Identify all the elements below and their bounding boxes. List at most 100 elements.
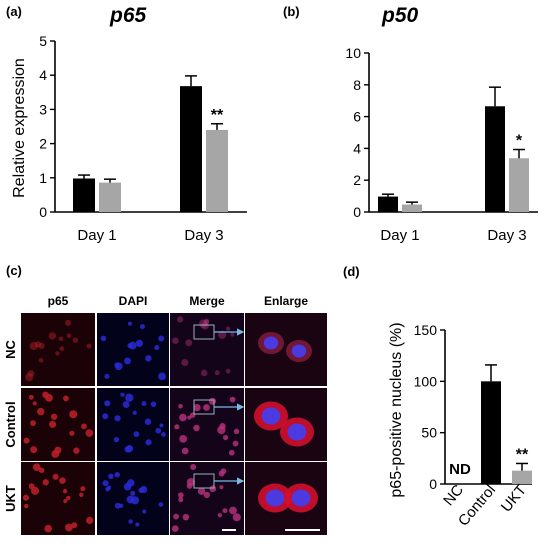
micro-cell	[124, 446, 132, 453]
p65-y-tick-label: 5	[39, 33, 47, 49]
micro-cell	[102, 480, 109, 487]
micro-cell	[125, 393, 134, 402]
micro-cell	[142, 509, 147, 514]
p50-y-tick-label: 0	[353, 204, 361, 220]
p50-y-tick-label: 6	[353, 109, 361, 125]
chart-p65: p65 Relative expression 0 1 2 3 4 5 Day 1 Day 3…	[11, 4, 247, 244]
microscopy-grid: p65 DAPI Merge Enlarge NC Control UKT	[3, 294, 327, 535]
micro-cell	[181, 359, 189, 367]
micro-cell	[126, 495, 135, 504]
micro-cell	[135, 522, 140, 527]
p65-bar	[206, 129, 228, 212]
p65-significance-label: **	[211, 107, 224, 124]
p65-bar	[99, 182, 121, 212]
micro-cell	[178, 492, 184, 499]
micro-cell	[28, 394, 34, 400]
micro-cell	[139, 324, 145, 330]
micro-image-tile	[21, 462, 95, 535]
micro-cell	[104, 373, 110, 379]
micro-cell	[37, 407, 45, 416]
micro-cell	[122, 401, 130, 409]
micro-cell	[155, 427, 162, 434]
micro-cell	[48, 332, 57, 340]
micro-cell	[128, 519, 133, 524]
micro-cell	[85, 429, 94, 437]
micro-cell	[229, 506, 237, 515]
nucleus-y-tick-label: 150	[414, 322, 438, 338]
micro-cell	[55, 351, 60, 356]
micro-cell	[66, 333, 72, 339]
micro-cell	[179, 435, 188, 443]
y-axis-label-p65: Relative expression	[11, 58, 28, 198]
micro-cell	[185, 339, 193, 347]
micro-cell	[32, 463, 41, 472]
micro-cell	[225, 368, 231, 374]
micro-cell	[132, 410, 137, 415]
p65-y-tick-label: 4	[39, 67, 47, 83]
micro-cell	[64, 523, 73, 532]
micro-cell	[124, 357, 131, 365]
p50-category-label: Day 1	[380, 227, 419, 244]
nucleus-y-tick-label: 100	[414, 373, 438, 389]
panel-letter-a: (a)	[6, 4, 22, 19]
p65-y-tick-label: 1	[39, 170, 47, 186]
micro-cell	[23, 437, 30, 444]
chart-title-p65: p65	[109, 4, 147, 27]
micro-cell	[58, 336, 64, 342]
chart-p65-positive-nucleus: p65-positive nucleus (%) 050100150NCCont…	[388, 322, 532, 530]
micro-cell	[73, 447, 80, 454]
micro-image-tile	[245, 313, 327, 386]
micro-cell	[173, 513, 180, 520]
micro-cell	[203, 404, 210, 411]
micro-image-tile	[21, 313, 95, 386]
nucleus-annotation-label: **	[516, 446, 529, 463]
micro-cell	[217, 513, 223, 518]
micro-cell	[52, 473, 59, 480]
p50-bar	[378, 196, 398, 212]
micro-cell	[42, 479, 49, 486]
micro-cell	[204, 318, 210, 324]
p50-bar	[509, 158, 529, 212]
micro-cell	[201, 322, 209, 330]
micro-cell	[222, 508, 228, 514]
micro-cell	[86, 516, 94, 525]
nucleus-bar	[481, 381, 501, 484]
micro-cell	[100, 335, 107, 342]
micro-cell	[158, 372, 166, 381]
micro-cell	[23, 494, 30, 501]
micro-cell	[154, 345, 160, 351]
micro-cell	[232, 513, 241, 522]
micro-cell	[144, 418, 152, 425]
micro-cell	[233, 428, 240, 435]
micro-cell	[189, 412, 196, 418]
micro-enlarged-nucleus	[265, 489, 285, 507]
micro-row-header: NC	[3, 340, 18, 359]
micro-cell	[102, 413, 109, 420]
p50-y-tick-label: 2	[353, 172, 361, 188]
micro-cell	[63, 498, 68, 504]
micro-cell	[203, 491, 211, 499]
micro-enlarged-nucleus	[263, 336, 279, 350]
micro-column-header: DAPI	[119, 294, 148, 308]
panel-letter-d: (d)	[343, 264, 360, 279]
micro-cell	[79, 492, 84, 497]
y-axis-label-nucleus: p65-positive nucleus (%)	[388, 322, 405, 497]
micro-cell	[208, 397, 217, 405]
micro-column-header: Enlarge	[264, 294, 308, 308]
p65-category-label: Day 1	[77, 227, 116, 244]
micro-cell	[30, 446, 38, 454]
micro-cell	[177, 316, 184, 323]
chart-p50: p50 0 2 4 6 8 10 Day 1 Day 3 *	[345, 4, 538, 244]
p65-y-tick-label: 3	[39, 101, 47, 117]
micro-enlarged-nucleus	[291, 344, 307, 358]
micro-cell	[203, 319, 210, 325]
micro-cell	[145, 355, 152, 362]
p65-bar	[180, 86, 202, 212]
micro-cell	[232, 440, 239, 447]
micro-cell	[159, 423, 164, 428]
p50-y-tick-label: 4	[353, 140, 361, 156]
micro-cell	[190, 464, 197, 470]
panel-letter-b: (b)	[283, 4, 300, 19]
p65-y-tick-label: 0	[39, 204, 47, 220]
